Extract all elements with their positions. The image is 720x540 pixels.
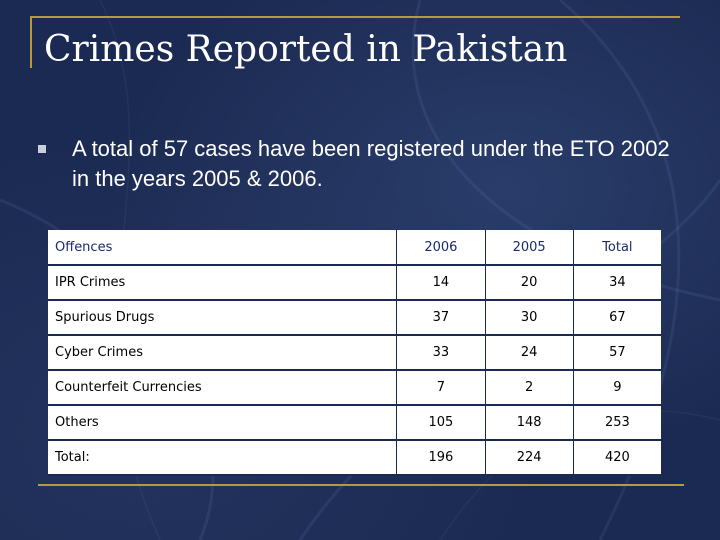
- total-cell: 57: [572, 334, 661, 371]
- offence-cell: Total:: [47, 439, 398, 476]
- offence-cell: Cyber Crimes: [47, 334, 398, 371]
- table-row: Cyber Crimes 33 24 57: [47, 334, 661, 371]
- crimes-table: Offences 2006 2005 Total IPR Crimes 14 2…: [47, 230, 661, 476]
- offence-cell: Others: [47, 404, 398, 441]
- header-cell-offences: Offences: [47, 230, 398, 266]
- value-2006-cell: 7: [396, 369, 486, 406]
- value-2005-cell: 224: [484, 439, 574, 476]
- value-2006-cell: 196: [396, 439, 486, 476]
- table-row: Others 105 148 253: [47, 404, 661, 441]
- table-row: IPR Crimes 14 20 34: [47, 264, 661, 301]
- value-2005-cell: 20: [484, 264, 574, 301]
- value-2005-cell: 2: [484, 369, 574, 406]
- total-cell: 420: [572, 439, 661, 476]
- value-2005-cell: 30: [484, 299, 574, 336]
- offence-cell: Counterfeit Currencies: [47, 369, 398, 406]
- table-total-row: Total: 196 224 420: [47, 439, 661, 476]
- square-bullet-icon: [38, 145, 46, 153]
- title-frame: [30, 16, 680, 68]
- total-cell: 9: [572, 369, 661, 406]
- value-2006-cell: 33: [396, 334, 486, 371]
- header-cell-2006: 2006: [396, 230, 486, 266]
- offence-cell: Spurious Drugs: [47, 299, 398, 336]
- header-cell-2005: 2005: [484, 230, 574, 266]
- header-cell-total: Total: [572, 230, 661, 266]
- total-cell: 253: [572, 404, 661, 441]
- bottom-divider: [38, 484, 684, 486]
- total-cell: 67: [572, 299, 661, 336]
- value-2006-cell: 14: [396, 264, 486, 301]
- slide-title: Crimes Reported in Pakistan: [44, 29, 568, 70]
- table-row: Counterfeit Currencies 7 2 9: [47, 369, 661, 406]
- bullet-text: A total of 57 cases have been registered…: [72, 136, 670, 191]
- value-2006-cell: 37: [396, 299, 486, 336]
- table-row: Spurious Drugs 37 30 67: [47, 299, 661, 336]
- value-2006-cell: 105: [396, 404, 486, 441]
- value-2005-cell: 24: [484, 334, 574, 371]
- offence-cell: IPR Crimes: [47, 264, 398, 301]
- table-header-row: Offences 2006 2005 Total: [47, 230, 661, 266]
- total-cell: 34: [572, 264, 661, 301]
- value-2005-cell: 148: [484, 404, 574, 441]
